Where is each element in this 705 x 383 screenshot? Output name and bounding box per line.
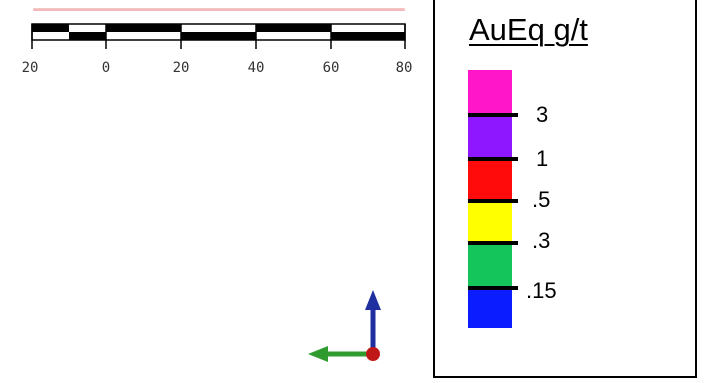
scale-label: 0 [102, 60, 110, 76]
orientation-axes-icon [308, 290, 381, 362]
legend-threshold-label: .15 [526, 278, 557, 303]
scale-label: 80 [396, 60, 413, 76]
legend-threshold-label: 1 [536, 146, 549, 171]
legend-tick [468, 157, 518, 161]
legend-swatch-yellow [468, 201, 512, 243]
section-trace-line [33, 8, 405, 11]
scale-label: 20 [22, 60, 39, 76]
grade-legend: AuEq g/t 3 1 .5 .3 .15 [433, 0, 697, 378]
legend-swatch-magenta [468, 70, 512, 115]
legend-threshold-label: .5 [532, 187, 551, 212]
origin-dot [366, 347, 380, 361]
legend-tick [468, 199, 518, 203]
legend-tick [468, 113, 518, 117]
scale-label: 20 [173, 60, 190, 76]
legend-swatch-green [468, 243, 512, 288]
legend-threshold-label: .3 [532, 228, 551, 253]
y-axis-arrowhead [365, 290, 381, 310]
legend-swatch-red [468, 159, 512, 201]
legend-tick [468, 286, 518, 290]
legend-swatch-purple [468, 115, 512, 159]
legend-threshold-label: 3 [536, 102, 549, 127]
scale-label: 40 [248, 60, 265, 76]
legend-tick [468, 241, 518, 245]
legend-title: AuEq g/t [469, 12, 588, 47]
legend-swatch-blue [468, 288, 512, 328]
x-axis-arrowhead [308, 346, 328, 362]
scale-bar-graphic [31, 23, 406, 49]
scale-label: 60 [323, 60, 340, 76]
scale-bar: 20 0 20 40 60 80 [22, 23, 413, 76]
